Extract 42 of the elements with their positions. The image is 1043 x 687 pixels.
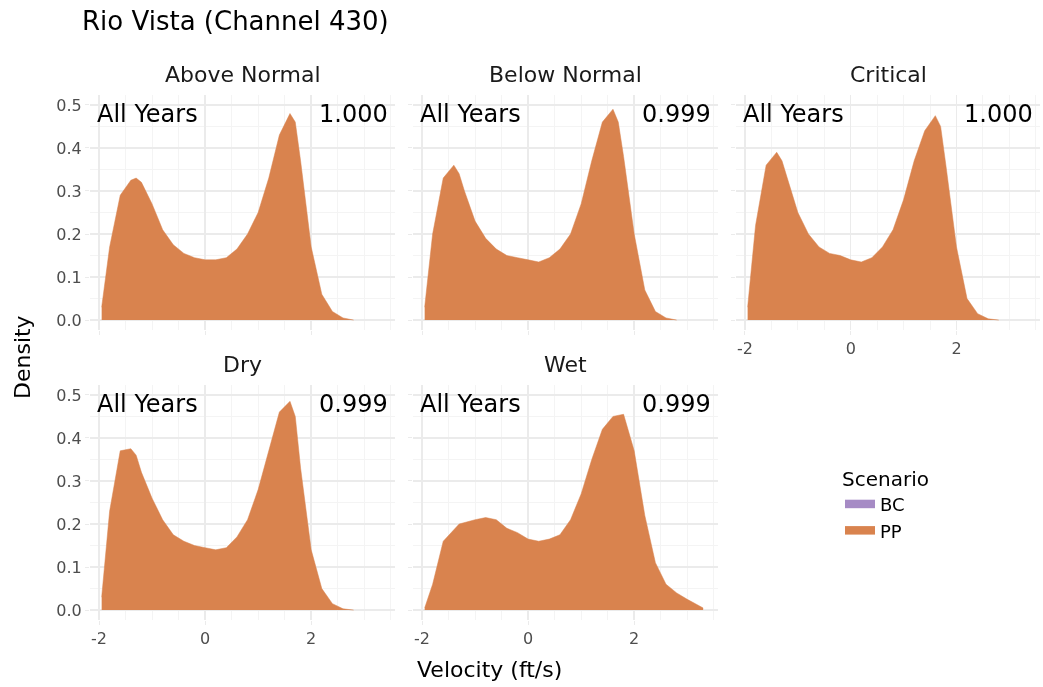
y-tick-label: 0.3	[56, 181, 82, 201]
y-tick-label: 0.1	[56, 557, 82, 577]
annotation: All Years	[97, 100, 198, 128]
x-tick-label: 2	[629, 629, 640, 649]
y-tick-label: 0.5	[56, 385, 82, 405]
x-tick-label: -2	[737, 339, 753, 359]
chart-subtitle: Wet	[544, 352, 587, 377]
x-tick-label: -2	[414, 629, 430, 649]
legend-title: Scenario	[842, 467, 929, 491]
annotation: 1.000	[319, 100, 388, 128]
chart-subtitle: Above Normal	[165, 62, 321, 87]
annotation: 0.999	[319, 390, 388, 418]
x-tick-label: 0	[200, 629, 211, 649]
chart-subtitle: Critical	[850, 62, 927, 87]
y-tick-label: 0.0	[56, 310, 82, 330]
legend-label: PP	[880, 520, 902, 542]
annotation: 0.999	[642, 100, 711, 128]
annotation: 1.000	[964, 100, 1033, 128]
x-tick-label: 2	[306, 629, 317, 649]
y-axis-title: Density	[10, 315, 35, 399]
annotation: All Years	[97, 390, 198, 418]
y-tick-label: 0.3	[56, 471, 82, 491]
y-tick-label: 0.1	[56, 267, 82, 287]
x-axis-title: Velocity (ft/s)	[417, 657, 563, 682]
y-tick-label: 0.0	[56, 600, 82, 620]
x-tick-label: 2	[951, 339, 962, 359]
legend-label: BC	[880, 494, 905, 516]
y-tick-label: 0.2	[56, 224, 82, 244]
chart-subtitle: Below Normal	[489, 62, 642, 87]
x-tick-label: 0	[845, 339, 856, 359]
annotation: All Years	[743, 100, 844, 128]
y-tick-label: 0.4	[56, 138, 82, 158]
x-tick-label: -2	[91, 629, 107, 649]
annotation: 0.999	[642, 390, 711, 418]
chart-title: Rio Vista (Channel 430)	[82, 6, 389, 36]
annotation: All Years	[420, 390, 521, 418]
x-tick-label: 0	[523, 629, 534, 649]
annotation: All Years	[420, 100, 521, 128]
chart-subtitle: Dry	[223, 352, 263, 377]
y-tick-label: 0.4	[56, 428, 82, 448]
y-tick-label: 0.5	[56, 95, 82, 115]
y-tick-label: 0.2	[56, 514, 82, 534]
